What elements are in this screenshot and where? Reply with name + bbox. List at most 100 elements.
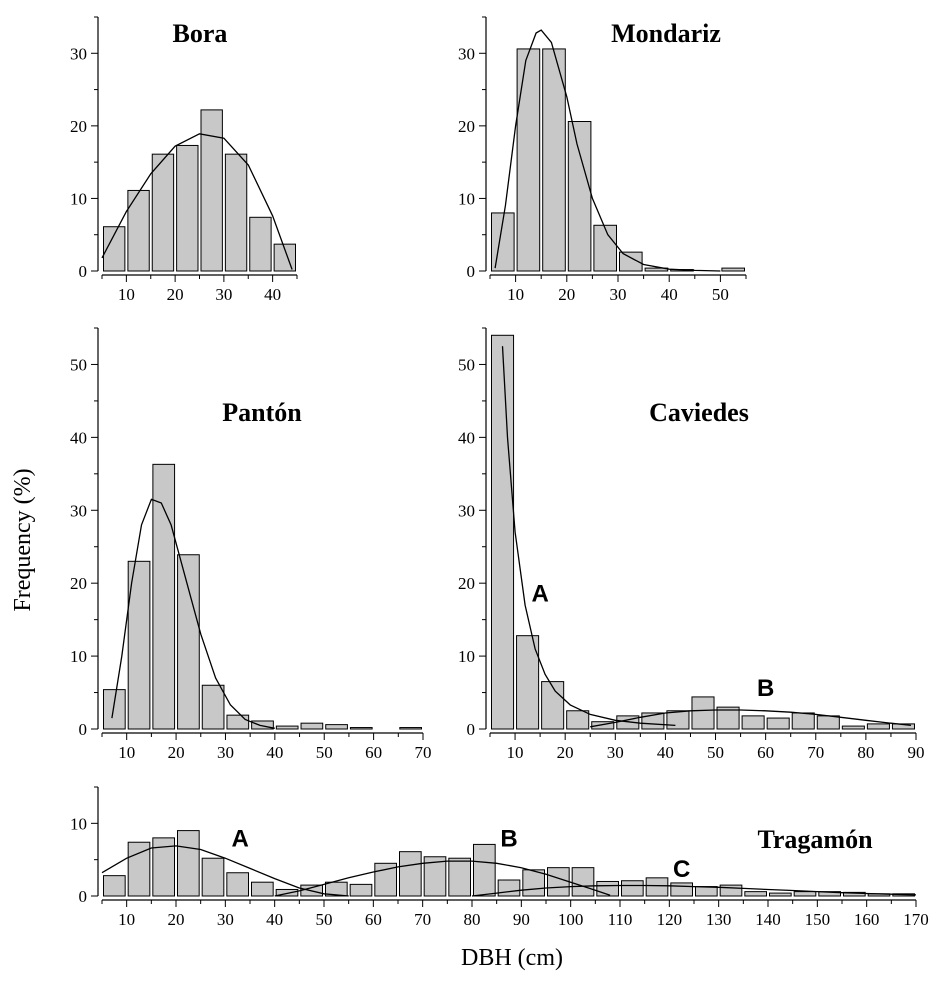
- y-tick-label: 20: [458, 574, 475, 593]
- histogram-bar: [721, 267, 746, 272]
- histogram-bar: [349, 883, 373, 897]
- histogram-bar: [349, 727, 373, 730]
- curve-label: C: [673, 856, 690, 883]
- histogram-bar: [591, 721, 615, 730]
- x-tick-label: 20: [168, 743, 185, 762]
- x-tick-label: 10: [118, 285, 135, 304]
- y-tick-label: 20: [70, 574, 87, 593]
- x-tick-label: 170: [903, 910, 929, 929]
- panel-title: Mondariz: [611, 19, 721, 48]
- histogram-bar: [841, 725, 865, 730]
- x-tick-label: 30: [610, 285, 627, 304]
- histogram-bar: [666, 710, 690, 730]
- x-tick-label: 80: [464, 910, 481, 929]
- histogram-bar: [741, 715, 765, 730]
- histogram-bar: [374, 862, 398, 897]
- histogram-bar: [769, 892, 792, 897]
- y-tick-label: 10: [70, 647, 87, 666]
- histogram-bar: [791, 712, 815, 730]
- x-tick-label: 40: [657, 743, 674, 762]
- y-tick-label: 0: [467, 720, 476, 739]
- histogram-bar: [249, 216, 272, 272]
- histogram-bar: [571, 867, 595, 897]
- y-tick-label: 10: [458, 647, 475, 666]
- histogram-bar: [423, 856, 447, 897]
- histogram-bar: [541, 681, 565, 730]
- histogram-bar: [176, 144, 199, 272]
- histogram-bar: [275, 725, 299, 730]
- x-tick-label: 90: [908, 743, 925, 762]
- curve-label: B: [757, 675, 774, 702]
- histogram-bar: [224, 153, 248, 272]
- x-tick-label: 20: [557, 743, 574, 762]
- chart-panel-bora: 0 10 20 30 10 20 30 40 Bora: [70, 16, 298, 304]
- histogram-bar: [744, 891, 767, 897]
- histogram-bar: [547, 867, 570, 897]
- x-tick-label: 30: [607, 743, 624, 762]
- histogram-bar: [201, 857, 225, 897]
- histogram-bar: [226, 872, 249, 897]
- y-tick-label: 50: [458, 355, 475, 374]
- x-tick-label: 40: [266, 910, 283, 929]
- x-tick-label: 130: [706, 910, 732, 929]
- x-tick-label: 70: [414, 910, 431, 929]
- histogram-bar: [325, 724, 348, 730]
- histogram-bar: [251, 720, 274, 730]
- histogram-bar: [491, 334, 515, 730]
- histogram-bar: [522, 869, 545, 897]
- histogram-bar: [619, 251, 643, 272]
- histogram-bar: [542, 48, 566, 272]
- x-tick-label: 90: [513, 910, 530, 929]
- panel-title: Tragamón: [757, 825, 873, 854]
- histogram-bar: [151, 153, 175, 272]
- y-tick-label: 0: [79, 720, 88, 739]
- fit-curve: [101, 133, 293, 270]
- fit-curve: [501, 346, 676, 727]
- histogram-bar: [641, 712, 665, 730]
- histogram-bar: [177, 830, 200, 897]
- x-tick-label: 110: [608, 910, 633, 929]
- histogram-bar: [516, 635, 540, 730]
- y-tick-label: 10: [70, 814, 87, 833]
- histogram-bar: [325, 881, 348, 897]
- y-tick-label: 50: [70, 355, 87, 374]
- x-tick-label: 50: [707, 743, 724, 762]
- histogram-bar: [621, 880, 644, 897]
- chart-panel-tragam-n: A B C 0 10 10 20 30 40 50 60 70 80 90 100 110 120 130 140 1…: [70, 786, 929, 929]
- x-tick-label: 20: [558, 285, 575, 304]
- chart-panel-mondariz: 0 10 20 30 10 20 30 40 50 Mondariz: [458, 16, 747, 304]
- histogram-bar: [473, 843, 496, 897]
- y-tick-label: 20: [70, 117, 87, 136]
- panels: 0 10 20 30 10 20 30 40 Bora 0 10 20 30 10 20 30 40 50 Mond…: [70, 16, 929, 929]
- histogram-bar: [103, 875, 126, 897]
- x-tick-label: 70: [807, 743, 824, 762]
- x-tick-label: 10: [118, 743, 135, 762]
- histogram-bar: [300, 722, 324, 730]
- y-tick-label: 10: [70, 189, 87, 208]
- histogram-bar: [691, 696, 715, 730]
- x-tick-label: 80: [857, 743, 874, 762]
- x-tick-label: 10: [507, 285, 524, 304]
- fit-curve: [101, 845, 349, 897]
- histogram-bar: [766, 717, 790, 730]
- histogram-bar: [103, 689, 126, 730]
- y-tick-label: 40: [458, 428, 475, 447]
- histogram-bar: [716, 706, 740, 730]
- fit-curve: [274, 860, 611, 897]
- fit-curve: [590, 709, 912, 728]
- x-tick-label: 140: [755, 910, 781, 929]
- x-tick-label: 10: [507, 743, 524, 762]
- histogram-bar: [593, 224, 618, 272]
- x-tick-label: 30: [217, 910, 234, 929]
- y-tick-label: 20: [458, 117, 475, 136]
- y-tick-label: 0: [467, 262, 476, 281]
- histogram-bar: [695, 886, 718, 897]
- histogram-bar: [275, 888, 299, 897]
- fit-curve: [111, 498, 275, 729]
- histogram-bar: [152, 837, 175, 897]
- histogram-bar: [226, 714, 250, 730]
- x-tick-label: 10: [118, 910, 135, 929]
- chart-panel-pant-n: 0 10 20 30 40 50 10 20 30 40 50 60 70 Pantón: [70, 327, 432, 762]
- curve-label: A: [231, 826, 248, 853]
- histogram-bar: [251, 881, 274, 897]
